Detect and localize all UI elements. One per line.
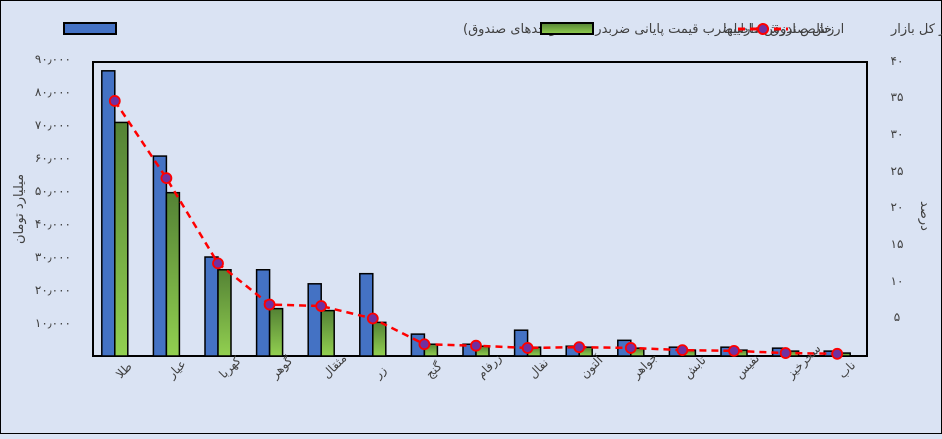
bar-nav — [114, 121, 129, 357]
x-axis-label: تابش — [681, 353, 710, 382]
x-axis-label: زر — [370, 363, 390, 383]
bar-fund-value — [307, 283, 322, 357]
market-share-marker — [624, 342, 637, 354]
right-tick: ۳۰ — [891, 127, 904, 141]
bar-nav — [165, 191, 181, 357]
left-tick: ۴۰٫۰۰۰ — [35, 217, 71, 231]
market-share-line — [108, 95, 844, 360]
left-tick: ۱۰٫۰۰۰ — [35, 316, 71, 330]
market-share-marker — [676, 344, 689, 357]
right-tick: ۱۰ — [891, 274, 904, 288]
bar-nav — [268, 307, 284, 357]
bar-fund-value — [101, 70, 116, 357]
left-tick: ۵۰٫۰۰۰ — [35, 184, 71, 198]
legend-label-market-share: سهم از کل بازار — [890, 22, 942, 37]
x-axis-label: سحرخیز — [783, 341, 824, 382]
legend-swatch-nav — [540, 22, 594, 35]
bar-nav — [320, 309, 335, 357]
market-share-marker — [160, 172, 173, 185]
left-tick: ۸۰٫۰۰۰ — [35, 85, 71, 99]
right-tick: ۱۵ — [891, 237, 904, 251]
legend-marker-market-share — [757, 23, 769, 35]
right-tick: ۳۵ — [891, 90, 904, 104]
market-share-marker — [831, 347, 844, 360]
right-tick: ۲۰ — [891, 200, 904, 214]
market-share-marker — [263, 298, 276, 311]
right-tick: ۴۰ — [891, 54, 904, 68]
x-axis-label: گوهر — [267, 353, 296, 382]
market-share-marker — [315, 300, 328, 312]
x-axis-label: نفال — [526, 356, 551, 381]
left-tick: ۷۰٫۰۰۰ — [35, 118, 71, 132]
bar-series — [101, 70, 851, 357]
market-share-marker — [108, 95, 121, 107]
left-tick: ۲۰٫۰۰۰ — [35, 283, 71, 297]
market-share-marker — [573, 341, 586, 354]
left-axis-ticks: ۱۰٫۰۰۰ ۲۰٫۰۰۰ ۳۰٫۰۰۰ ۴۰٫۰۰۰ ۵۰٫۰۰۰ ۶۰٫۰۰… — [35, 52, 71, 330]
bar-fund-value — [152, 155, 168, 357]
bar-nav — [372, 321, 387, 357]
market-share-marker — [366, 312, 379, 325]
bar-fund-value — [255, 269, 271, 357]
market-share-marker — [779, 347, 792, 359]
right-tick: ۵ — [894, 310, 900, 324]
market-share-marker — [470, 339, 482, 352]
right-axis-ticks: ۵ ۱۰ ۱۵ ۲۰ ۲۵ ۳۰ ۳۵ ۴۰ — [891, 54, 904, 324]
x-axis-label: گنج — [423, 359, 445, 381]
legend: ارزش صندوق (حاصلضرب قیمت پایانی ضربدر سق… — [63, 22, 942, 37]
right-tick: ۲۵ — [891, 164, 904, 178]
market-share-marker — [728, 344, 740, 357]
bar-fund-value — [204, 256, 219, 357]
left-tick: ۶۰٫۰۰۰ — [35, 151, 71, 165]
bar-nav — [217, 269, 232, 357]
market-share-marker — [212, 257, 224, 270]
left-axis-title: میلیارد تومان — [12, 174, 27, 244]
x-axis-label: طلا — [113, 359, 135, 381]
left-tick: ۹۰٫۰۰۰ — [35, 52, 71, 66]
market-share-marker — [521, 342, 534, 354]
legend-swatch-fund-value — [63, 22, 117, 35]
left-tick: ۳۰٫۰۰۰ — [35, 250, 71, 264]
x-axis-label: کهربا — [216, 353, 244, 381]
right-axis-title: درصد — [917, 201, 932, 231]
x-axis-label: ناب — [835, 358, 858, 381]
x-axis-label: عیار — [164, 357, 190, 383]
market-share-marker — [418, 338, 431, 351]
